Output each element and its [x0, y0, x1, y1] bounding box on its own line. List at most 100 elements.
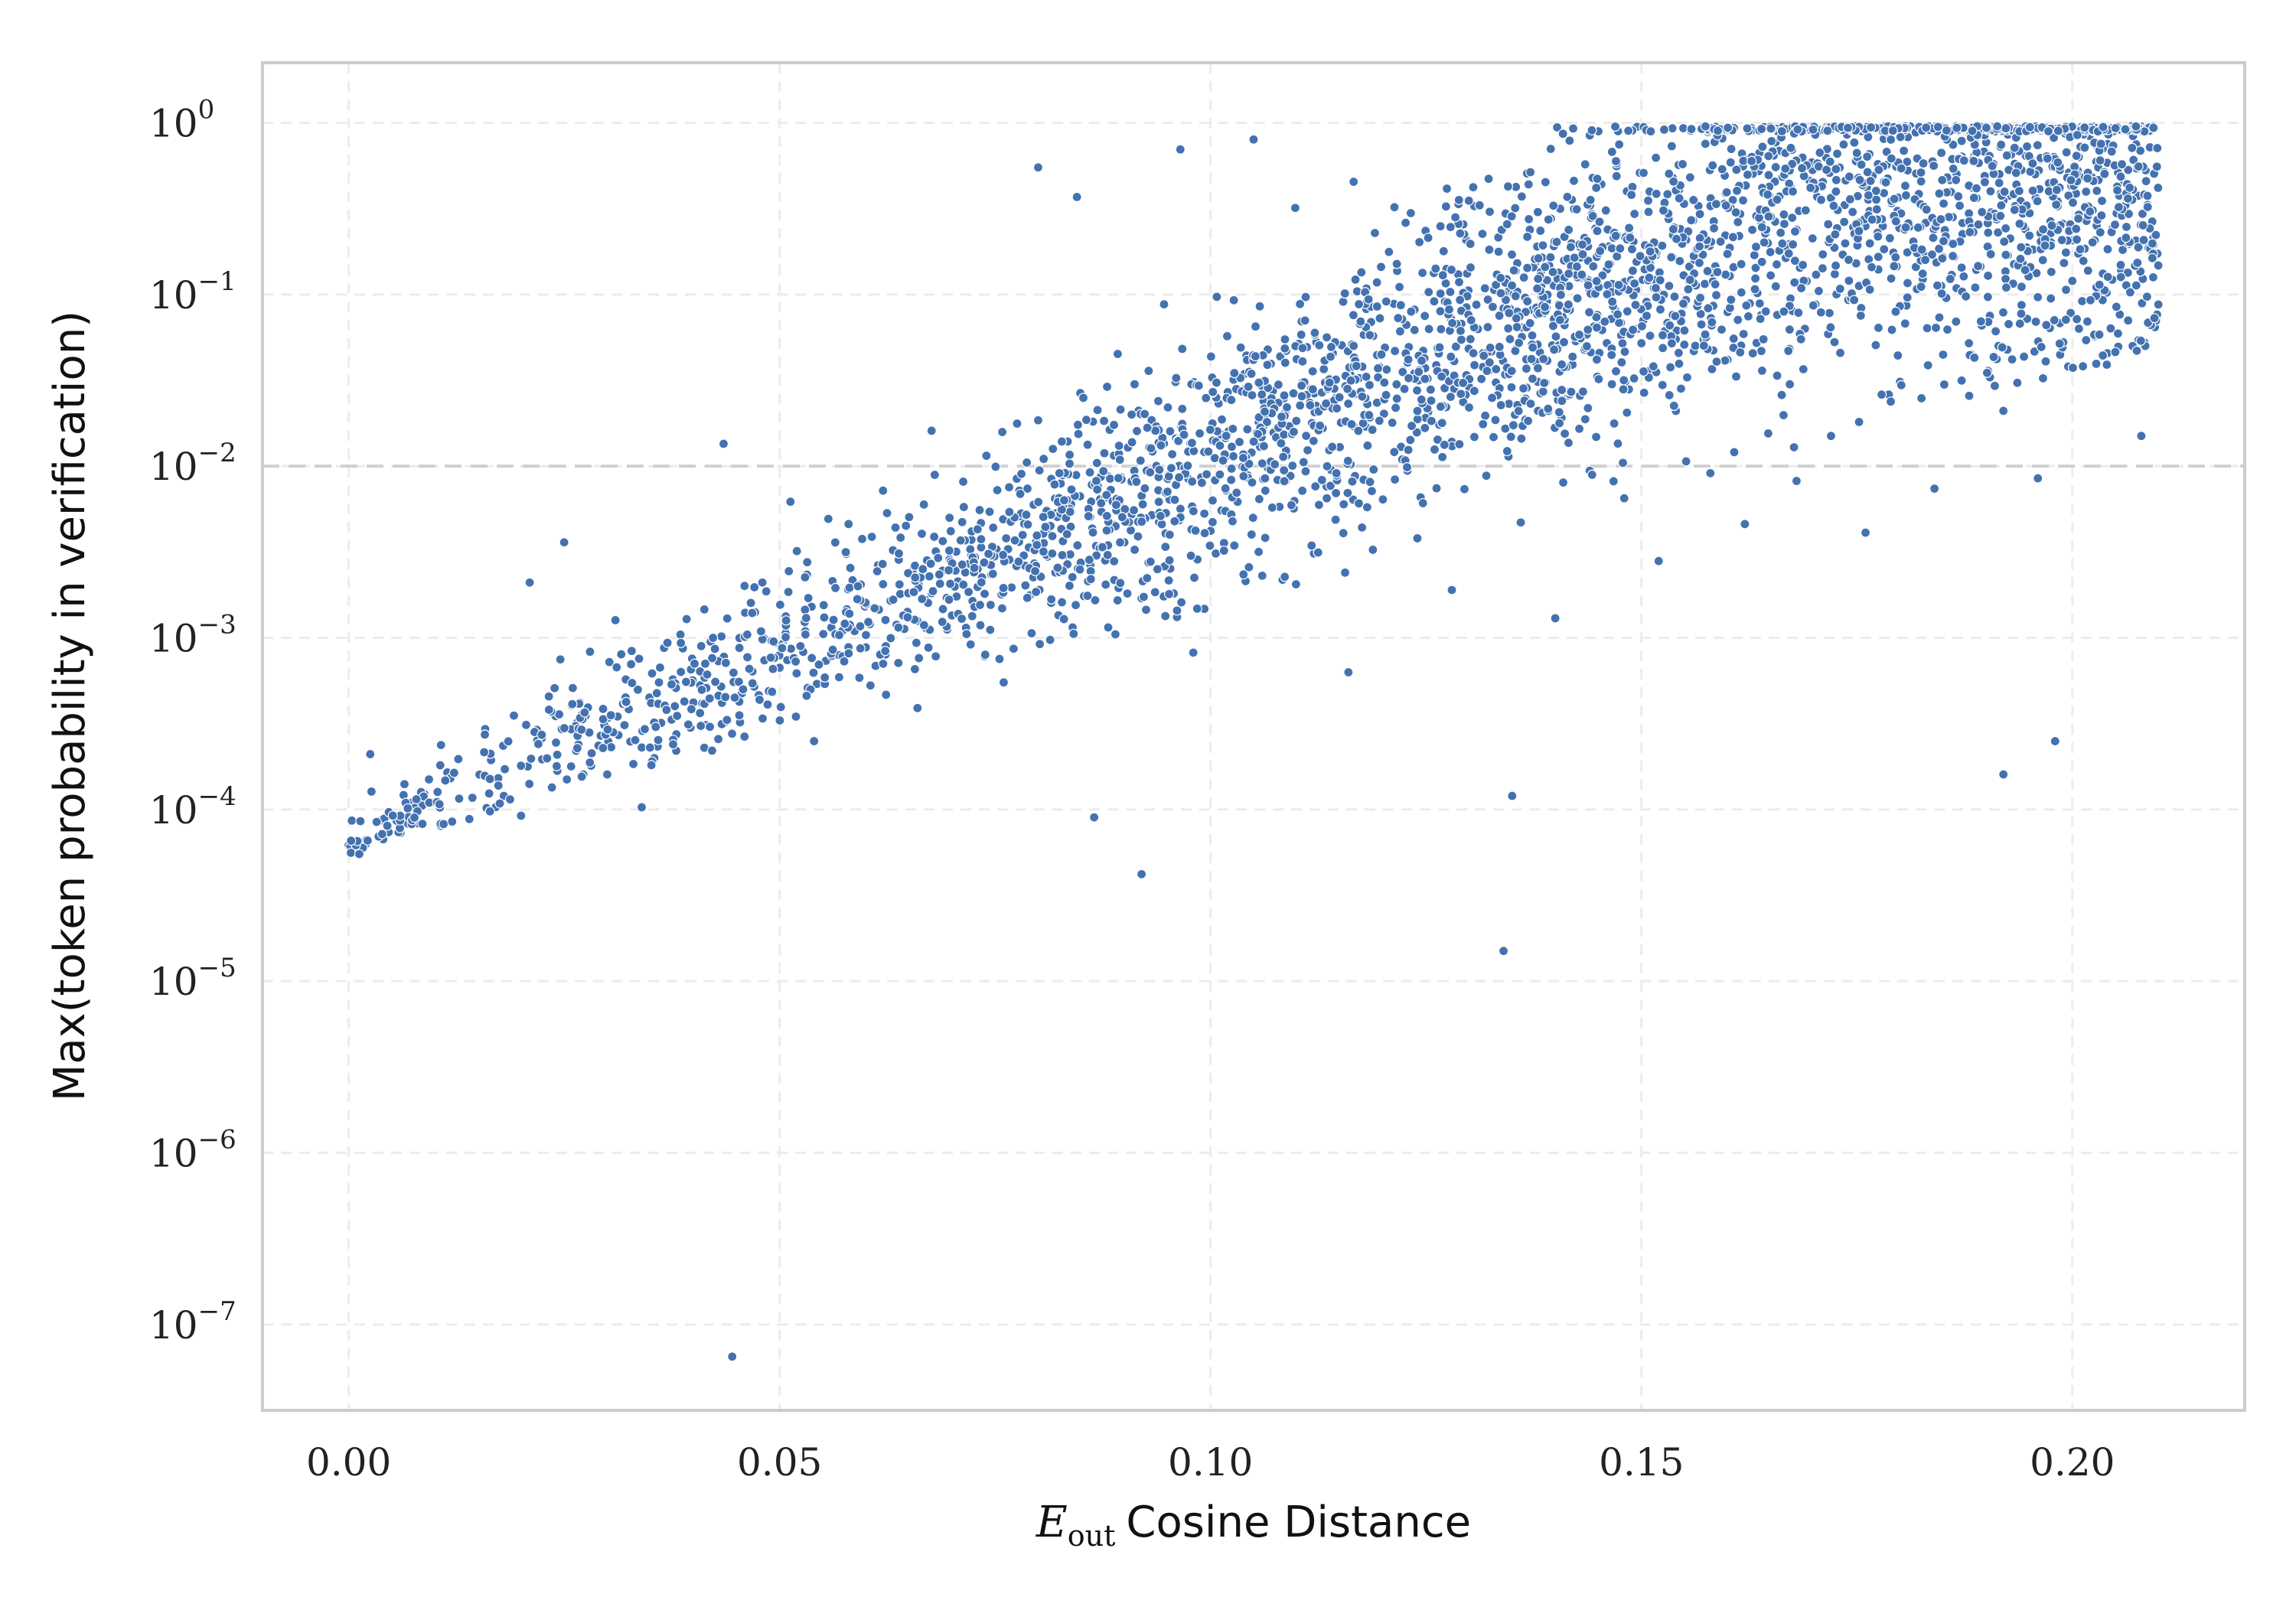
data-point-4571 — [1763, 151, 1774, 161]
data-point-2089 — [709, 644, 720, 654]
data-point-3222 — [2001, 150, 2012, 161]
data-point-3932 — [1064, 458, 1075, 469]
data-point-3457 — [2121, 221, 2132, 233]
data-point-4443 — [2102, 244, 2113, 255]
data-point-4531 — [1342, 383, 1353, 394]
data-point-3631 — [749, 582, 760, 592]
data-point-2629 — [526, 753, 536, 764]
data-point-3740 — [1700, 139, 1711, 149]
y-tick-label-7: 10−7 — [149, 1296, 236, 1348]
data-point-2680 — [1951, 174, 1962, 185]
data-point-3680 — [1787, 186, 1799, 197]
data-point-3722 — [827, 644, 838, 655]
data-point-2926 — [1606, 379, 1617, 390]
data-point-2967 — [2141, 176, 2151, 187]
data-point-4640 — [346, 836, 357, 846]
data-point-3679 — [1900, 190, 1912, 200]
data-point-387 — [1375, 262, 1387, 272]
data-point-2827 — [1707, 363, 1717, 375]
data-point-2835 — [2123, 165, 2134, 175]
data-point-2336 — [762, 699, 773, 710]
data-point-4548 — [2003, 318, 2014, 330]
data-point-4339 — [1548, 200, 1559, 211]
data-point-3023 — [1140, 605, 1152, 615]
data-point-2715 — [1591, 182, 1602, 194]
data-point-3094 — [1856, 159, 1867, 170]
data-point-3646 — [1668, 400, 1679, 411]
data-point-3797 — [1096, 497, 1107, 509]
data-point-4576 — [1645, 246, 1655, 257]
data-point-4260 — [1167, 449, 1178, 460]
data-point-2895 — [1673, 347, 1684, 358]
data-point-2599 — [1580, 414, 1590, 425]
data-point-4267 — [1540, 262, 1551, 272]
data-point-4442 — [2067, 197, 2079, 208]
data-point-2624 — [586, 748, 597, 758]
data-point-3146 — [890, 522, 901, 533]
data-point-710 — [929, 531, 940, 543]
data-point-389 — [1280, 334, 1290, 345]
data-point-3818 — [1583, 280, 1593, 291]
data-point-3405 — [1321, 332, 1332, 343]
data-point-229 — [1001, 533, 1012, 544]
data-point-4649 — [1507, 790, 1518, 801]
data-point-3886 — [1590, 432, 1602, 442]
data-point-4377 — [666, 679, 677, 689]
data-point-2585 — [612, 662, 622, 673]
data-point-3389 — [894, 579, 905, 590]
data-point-3812 — [1759, 237, 1769, 248]
data-point-2557 — [551, 761, 562, 771]
data-point-3101 — [1839, 217, 1850, 227]
data-point-4245 — [1038, 511, 1049, 523]
data-point-3237 — [1435, 288, 1446, 299]
data-point-29 — [843, 519, 854, 530]
data-point-4467 — [1465, 239, 1476, 249]
data-point-3620 — [1047, 548, 1058, 559]
data-point-2357 — [1424, 287, 1434, 298]
x-tick-label-0: 0.00 — [306, 1440, 391, 1485]
data-point-642 — [775, 702, 786, 712]
data-point-3663 — [918, 620, 929, 631]
data-point-3640 — [1728, 333, 1739, 344]
data-point-2918 — [2109, 220, 2121, 230]
data-point-4372 — [676, 637, 687, 648]
data-point-3159 — [1163, 471, 1174, 482]
data-point-4538 — [1355, 316, 1366, 327]
data-point-4194 — [1097, 542, 1108, 553]
data-point-2502 — [775, 715, 785, 726]
data-point-3748 — [1758, 334, 1769, 344]
data-point-3233 — [1229, 540, 1240, 551]
data-point-4243 — [1203, 446, 1214, 457]
data-point-4306 — [1371, 301, 1382, 312]
data-point-4167 — [1463, 195, 1474, 206]
data-point-4347 — [801, 613, 811, 624]
data-point-2759 — [1614, 139, 1625, 150]
data-point-4182 — [1995, 210, 2006, 221]
data-point-533 — [634, 654, 644, 664]
data-point-3580 — [1506, 280, 1518, 291]
data-point-3859 — [1384, 246, 1394, 257]
data-point-3909 — [1279, 465, 1290, 476]
data-point-3063 — [1362, 440, 1373, 451]
data-point-2069 — [1300, 292, 1311, 302]
data-point-3582 — [542, 753, 553, 764]
data-point-2660 — [1021, 510, 1032, 520]
data-point-3520 — [1280, 572, 1290, 582]
data-point-3190 — [706, 745, 718, 756]
data-point-632 — [1684, 261, 1694, 272]
data-point-2979 — [802, 557, 813, 568]
data-point-3490 — [1778, 409, 1789, 421]
data-point-4115 — [843, 648, 854, 659]
data-point-458 — [1437, 451, 1448, 462]
data-point-4455 — [1666, 252, 1677, 262]
data-point-3236 — [2115, 259, 2126, 270]
data-point-3280 — [1298, 457, 1309, 468]
data-point-4598 — [2024, 122, 2035, 132]
data-point-3855 — [944, 545, 954, 556]
data-point-3431 — [1618, 384, 1629, 395]
data-point-2687 — [2056, 235, 2067, 246]
data-point-236 — [1348, 310, 1358, 321]
data-point-3928 — [1613, 309, 1623, 320]
data-point-4320 — [955, 535, 966, 546]
data-point-2271 — [996, 603, 1008, 614]
